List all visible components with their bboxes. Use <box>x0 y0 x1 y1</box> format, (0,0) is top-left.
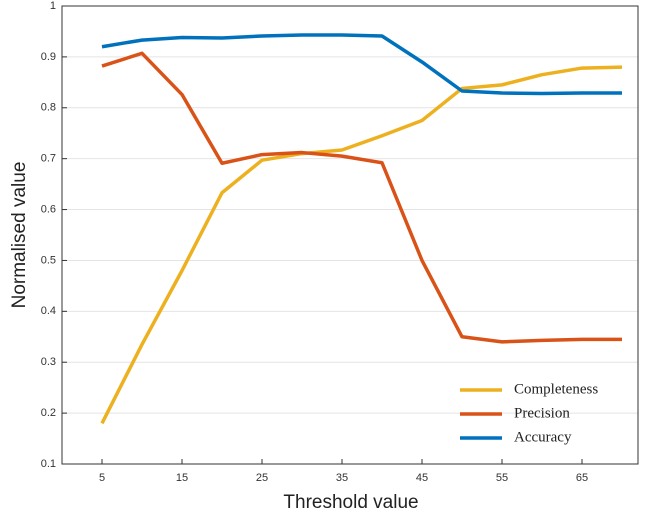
y-tick-label: 0.5 <box>41 254 56 266</box>
y-tick-label: 0.6 <box>41 203 56 215</box>
legend-label: Precision <box>514 405 570 421</box>
series-line <box>101 51 622 344</box>
y-axis-label: Normalised value <box>9 162 30 309</box>
series-line <box>101 33 622 96</box>
y-tick-label: 1 <box>50 0 56 12</box>
y-tick-label: 0.2 <box>41 407 56 419</box>
y-tick-label: 0.9 <box>41 51 56 63</box>
legend-label: Accuracy <box>514 429 572 445</box>
y-tick-label: 0.7 <box>41 153 56 165</box>
plot-frame <box>61 5 639 465</box>
y-tick-label: 0.1 <box>41 458 56 470</box>
legend-label: Completeness <box>514 381 598 397</box>
x-tick-label: 55 <box>496 472 508 484</box>
x-tick-label: 15 <box>176 472 188 484</box>
x-tick-label: 65 <box>576 472 588 484</box>
x-tick-label: 5 <box>99 472 105 484</box>
series-line <box>100 65 623 425</box>
x-tick-label: 45 <box>416 472 428 484</box>
y-tick-label: 0.4 <box>41 305 56 317</box>
x-tick-label: 25 <box>256 472 268 484</box>
y-tick-label: 0.8 <box>41 102 56 114</box>
x-tick-label: 35 <box>336 472 348 484</box>
x-axis-label: Threshold value <box>283 492 418 513</box>
y-tick-label: 0.3 <box>41 356 56 368</box>
